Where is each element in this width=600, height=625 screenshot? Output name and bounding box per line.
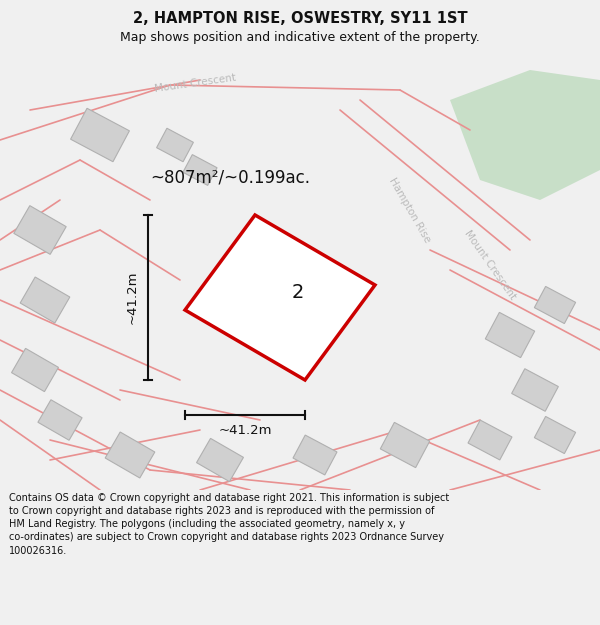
Polygon shape: [450, 70, 600, 200]
Polygon shape: [380, 422, 430, 468]
Polygon shape: [512, 369, 559, 411]
Polygon shape: [293, 435, 337, 475]
Polygon shape: [485, 312, 535, 358]
Text: 2: 2: [292, 283, 304, 302]
Text: ~41.2m: ~41.2m: [218, 424, 272, 438]
Text: Mount Crescent: Mount Crescent: [154, 72, 236, 94]
Text: 2, HAMPTON RISE, OSWESTRY, SY11 1ST: 2, HAMPTON RISE, OSWESTRY, SY11 1ST: [133, 11, 467, 26]
Text: Map shows position and indicative extent of the property.: Map shows position and indicative extent…: [120, 31, 480, 44]
Polygon shape: [535, 416, 575, 454]
Polygon shape: [11, 348, 58, 392]
Polygon shape: [183, 154, 217, 186]
Polygon shape: [197, 438, 244, 482]
Polygon shape: [468, 420, 512, 460]
Polygon shape: [38, 400, 82, 440]
Text: Hampton Rise: Hampton Rise: [388, 176, 433, 244]
Polygon shape: [185, 215, 375, 380]
Text: Mount Crescent: Mount Crescent: [463, 229, 518, 301]
Polygon shape: [105, 432, 155, 478]
Polygon shape: [14, 206, 66, 254]
Polygon shape: [20, 277, 70, 323]
Polygon shape: [71, 108, 130, 162]
Polygon shape: [157, 128, 193, 162]
Text: Contains OS data © Crown copyright and database right 2021. This information is : Contains OS data © Crown copyright and d…: [9, 492, 449, 556]
Text: ~807m²/~0.199ac.: ~807m²/~0.199ac.: [150, 169, 310, 187]
Text: ~41.2m: ~41.2m: [125, 271, 139, 324]
Polygon shape: [535, 286, 575, 324]
